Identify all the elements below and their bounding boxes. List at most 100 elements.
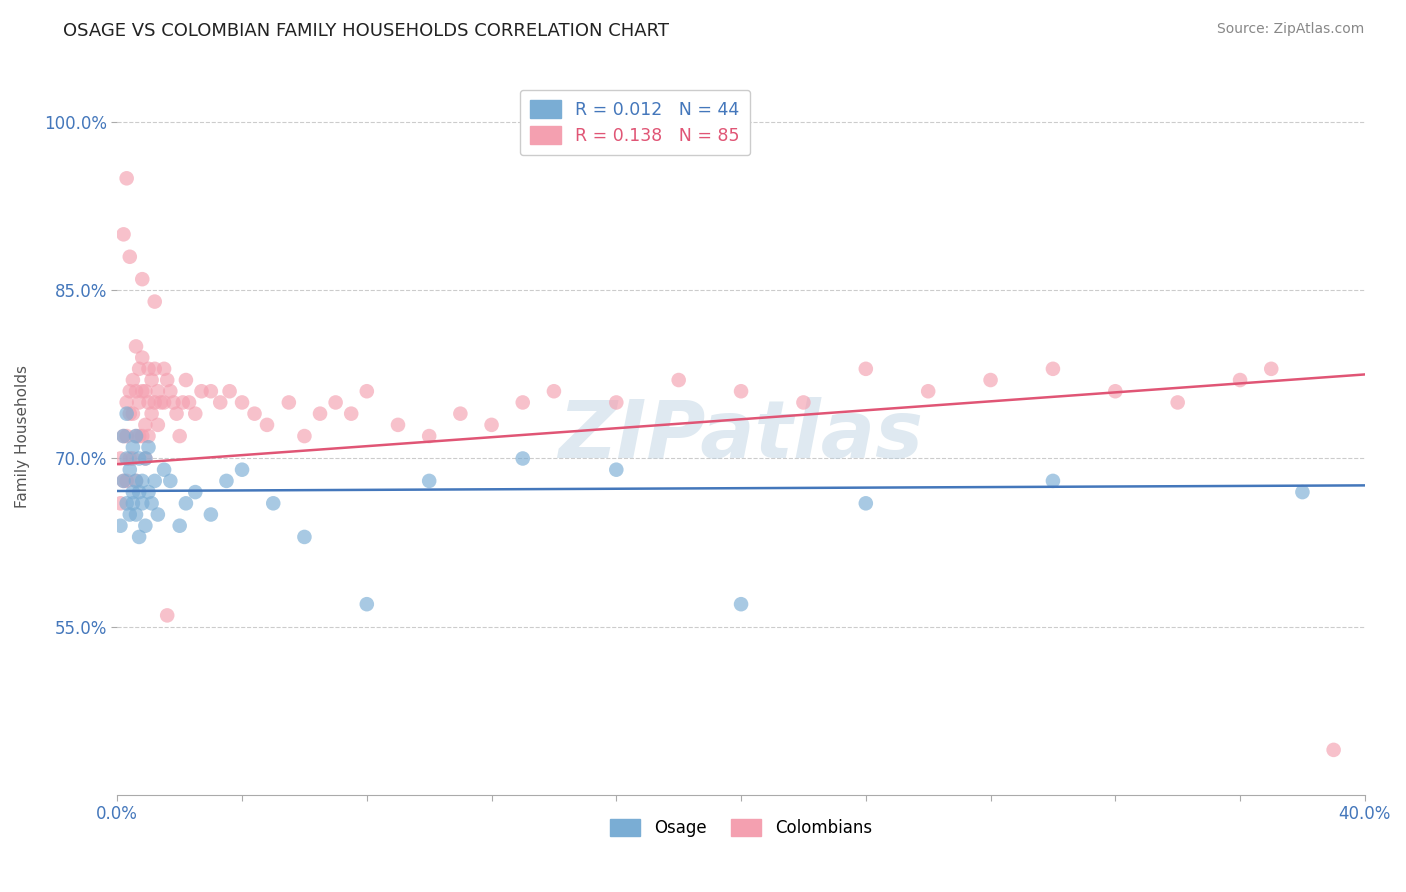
Point — [153, 361, 176, 376]
Point — [128, 485, 150, 500]
Point — [131, 429, 153, 443]
Point — [200, 384, 222, 399]
Point — [156, 373, 179, 387]
Point — [112, 474, 135, 488]
Point — [146, 508, 169, 522]
Point — [1229, 373, 1251, 387]
Text: ZIPatlas: ZIPatlas — [558, 397, 924, 475]
Point — [112, 429, 135, 443]
Point — [115, 171, 138, 186]
Point — [730, 597, 752, 611]
Point — [184, 407, 207, 421]
Point — [162, 395, 184, 409]
Point — [138, 440, 160, 454]
Y-axis label: Family Households: Family Households — [15, 365, 30, 508]
Point — [177, 395, 200, 409]
Point — [174, 373, 197, 387]
Point — [125, 429, 148, 443]
Point — [1291, 485, 1313, 500]
Point — [143, 294, 166, 309]
Point — [605, 463, 627, 477]
Point — [125, 474, 148, 488]
Point — [231, 395, 253, 409]
Point — [138, 395, 160, 409]
Point — [294, 429, 316, 443]
Point — [112, 429, 135, 443]
Point — [128, 451, 150, 466]
Point — [218, 384, 240, 399]
Point — [118, 384, 141, 399]
Point — [143, 474, 166, 488]
Point — [256, 417, 278, 432]
Point — [143, 395, 166, 409]
Point — [110, 518, 132, 533]
Point — [668, 373, 690, 387]
Point — [134, 451, 156, 466]
Point — [134, 384, 156, 399]
Point — [980, 373, 1002, 387]
Point — [153, 395, 176, 409]
Point — [449, 407, 471, 421]
Point — [134, 417, 156, 432]
Text: OSAGE VS COLOMBIAN FAMILY HOUSEHOLDS CORRELATION CHART: OSAGE VS COLOMBIAN FAMILY HOUSEHOLDS COR… — [63, 22, 669, 40]
Point — [122, 440, 145, 454]
Point — [215, 474, 238, 488]
Point — [134, 451, 156, 466]
Point — [138, 429, 160, 443]
Legend: Osage, Colombians: Osage, Colombians — [603, 813, 879, 844]
Point — [115, 407, 138, 421]
Point — [243, 407, 266, 421]
Point — [115, 474, 138, 488]
Point — [125, 384, 148, 399]
Point — [138, 485, 160, 500]
Point — [146, 417, 169, 432]
Point — [174, 496, 197, 510]
Point — [128, 429, 150, 443]
Point — [309, 407, 332, 421]
Point — [128, 395, 150, 409]
Point — [141, 496, 163, 510]
Point — [125, 429, 148, 443]
Point — [128, 530, 150, 544]
Point — [1042, 474, 1064, 488]
Point — [356, 384, 378, 399]
Point — [1323, 743, 1346, 757]
Point — [1042, 361, 1064, 376]
Point — [131, 351, 153, 365]
Point — [1104, 384, 1126, 399]
Point — [294, 530, 316, 544]
Point — [125, 339, 148, 353]
Point — [512, 395, 534, 409]
Point — [115, 395, 138, 409]
Point — [125, 508, 148, 522]
Point — [134, 518, 156, 533]
Point — [855, 361, 877, 376]
Point — [131, 474, 153, 488]
Point — [122, 496, 145, 510]
Point — [122, 407, 145, 421]
Point — [125, 474, 148, 488]
Point — [184, 485, 207, 500]
Point — [277, 395, 299, 409]
Point — [141, 373, 163, 387]
Point — [112, 474, 135, 488]
Point — [159, 474, 181, 488]
Point — [792, 395, 814, 409]
Point — [112, 227, 135, 242]
Point — [110, 451, 132, 466]
Point — [166, 407, 188, 421]
Point — [153, 463, 176, 477]
Point — [118, 463, 141, 477]
Point — [730, 384, 752, 399]
Point — [917, 384, 939, 399]
Point — [115, 496, 138, 510]
Point — [131, 272, 153, 286]
Point — [543, 384, 565, 399]
Point — [512, 451, 534, 466]
Point — [325, 395, 347, 409]
Point — [418, 474, 440, 488]
Point — [209, 395, 232, 409]
Point — [118, 407, 141, 421]
Point — [115, 451, 138, 466]
Point — [231, 463, 253, 477]
